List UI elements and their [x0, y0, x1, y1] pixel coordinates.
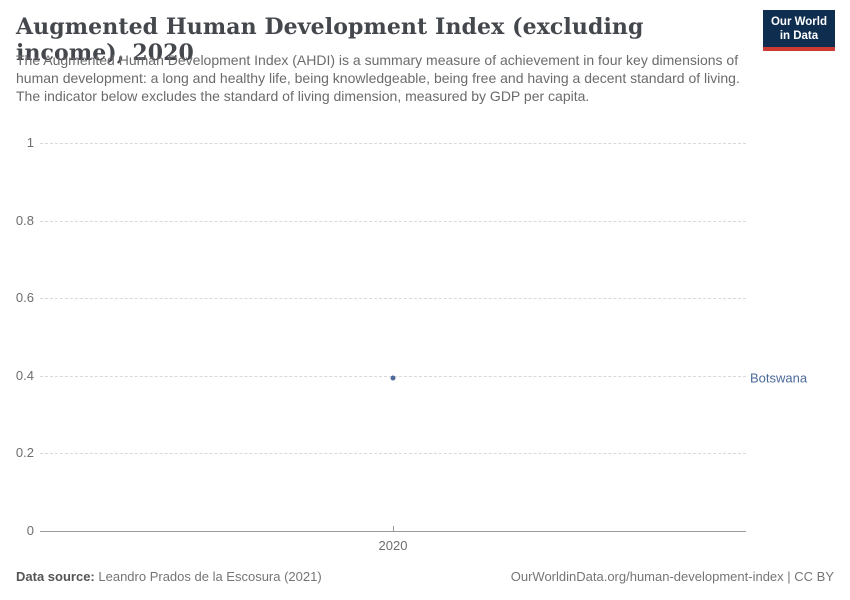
data-source-label: Data source: — [16, 569, 95, 584]
footer-attribution: OurWorldinData.org/human-development-ind… — [511, 569, 834, 584]
data-point-botswana[interactable] — [390, 375, 396, 381]
owid-logo-line1: Our World — [770, 16, 827, 28]
footer-url[interactable]: OurWorldinData.org/human-development-ind… — [510, 569, 784, 584]
footer-separator: | — [783, 569, 795, 584]
y-tick-label: 0 — [26, 523, 34, 538]
x-axis-line — [40, 531, 746, 532]
y-gridline — [40, 453, 746, 455]
chart-subtitle: The Augmented Human Development Index (A… — [16, 52, 740, 104]
x-tick-label: 2020 — [378, 538, 408, 553]
data-source-note: Data source: Leandro Prados de la Escosu… — [16, 569, 322, 584]
data-source-value: Leandro Prados de la Escosura (2021) — [98, 569, 322, 584]
owid-logo-line2: in Data — [779, 30, 819, 42]
y-tick-label: 0.6 — [15, 290, 34, 306]
y-tick-label: 0.2 — [15, 445, 34, 461]
x-tick-mark — [393, 526, 394, 531]
y-gridline — [40, 143, 746, 144]
entity-label-botswana[interactable]: Botswana — [750, 370, 808, 386]
y-tick-label: 0.8 — [15, 212, 34, 228]
footer-license[interactable]: CC BY — [794, 569, 834, 584]
y-tick-label: 0.4 — [15, 367, 34, 383]
y-tick-label: 1 — [26, 135, 34, 150]
owid-logo[interactable]: Our World in Data — [762, 10, 835, 51]
y-gridline — [40, 298, 746, 300]
page-title: Augmented Human Development Index (exclu… — [16, 14, 644, 66]
y-gridline — [40, 220, 746, 222]
